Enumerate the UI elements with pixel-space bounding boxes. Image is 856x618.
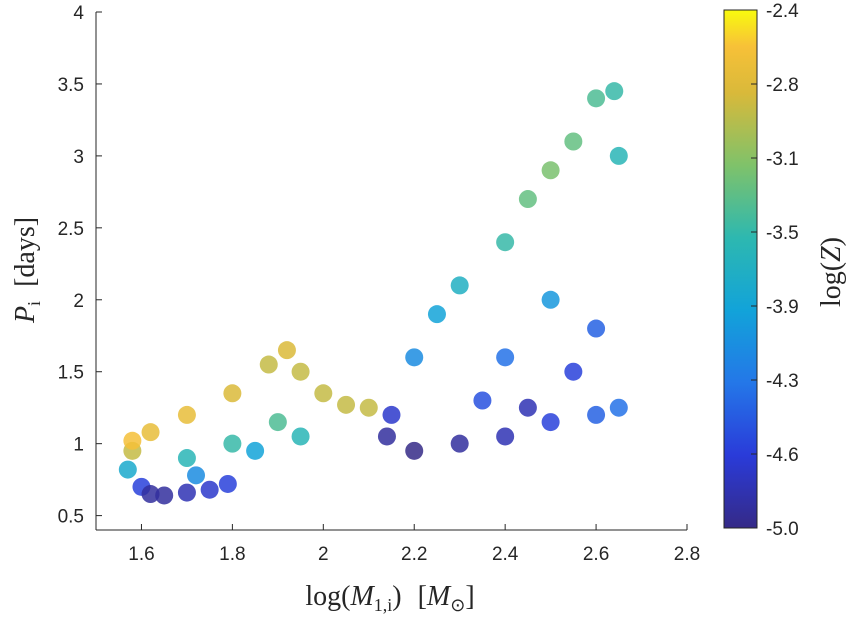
scatter-point xyxy=(246,441,265,460)
colorbar-tick-label: -3.1 xyxy=(766,149,799,170)
y-ticks: 0.5 1 1.5 2 2.5 3 3.5 4 xyxy=(58,3,102,528)
scatter-point xyxy=(187,466,206,485)
scatter-point xyxy=(609,398,628,417)
x-tick-label: 2.8 xyxy=(674,544,700,565)
scatter-point xyxy=(177,449,196,468)
colorbar-tick-label: -4.6 xyxy=(766,445,799,466)
y-tick-label: 3.5 xyxy=(58,75,84,96)
scatter-point xyxy=(541,290,560,309)
scatter-point xyxy=(118,460,137,479)
y-tick-label: 1.5 xyxy=(58,363,84,384)
scatter-point xyxy=(291,362,310,381)
scatter-point xyxy=(587,319,606,338)
scatter-point xyxy=(450,276,469,295)
x-tick-label: 2.2 xyxy=(401,544,427,565)
scatter-point xyxy=(473,391,492,410)
scatter-point xyxy=(605,82,624,101)
svg-text:log(M1,i)[M⊙]: log(M1,i) [M⊙] xyxy=(305,581,474,615)
scatter-point xyxy=(564,362,583,381)
scatter-point xyxy=(155,486,174,505)
x-tick-label: 1.6 xyxy=(128,544,154,565)
scatter-point xyxy=(141,423,160,442)
scatter-point xyxy=(587,89,606,108)
scatter-point xyxy=(405,441,424,460)
scatter-point xyxy=(277,341,296,360)
scatter-point xyxy=(382,405,401,424)
scatter-point xyxy=(609,146,628,165)
svg-text:log(Z): log(Z) xyxy=(816,237,847,307)
scatter-point xyxy=(518,190,537,209)
svg-text:Pi[days]: Pi[days] xyxy=(10,217,44,324)
y-tick-label: 3 xyxy=(73,147,84,168)
scatter-point xyxy=(123,431,142,450)
scatter-point xyxy=(177,483,196,502)
scatter-point xyxy=(141,485,160,504)
x-tick-label: 2.6 xyxy=(583,544,609,565)
scatter-point xyxy=(314,384,333,403)
y-tick-label: 2.5 xyxy=(58,219,84,240)
colorbar-tick-label: -2.8 xyxy=(766,75,799,96)
colorbar-tick-label: -3.5 xyxy=(766,223,799,244)
x-axis-label: log(M1,i) [M⊙] xyxy=(305,581,474,615)
colorbar xyxy=(723,9,758,529)
scatter-point xyxy=(223,384,242,403)
colorbar-ticks: -2.4 -2.8 -3.1 -3.5 -3.9 -4.3 -4.6 -5.0 xyxy=(751,1,799,540)
scatter-point xyxy=(518,398,537,417)
scatter-point xyxy=(450,434,469,453)
x-ticks: 1.6 1.8 2 2.2 2.4 2.6 2.8 xyxy=(128,524,700,565)
scatter-point xyxy=(359,398,378,417)
y-tick-label: 0.5 xyxy=(58,507,84,528)
colorbar-tick-label: -4.3 xyxy=(766,371,799,392)
colorbar-tick-label: -2.4 xyxy=(766,1,799,22)
y-axis-label: Pi[days] xyxy=(10,217,44,324)
scatter-point xyxy=(587,405,606,424)
scatter-point xyxy=(268,413,287,432)
scatter-point xyxy=(541,413,560,432)
y-tick-label: 1 xyxy=(73,435,84,456)
scatter-point xyxy=(405,348,424,367)
scatter-point xyxy=(177,405,196,424)
scatter-point xyxy=(223,434,242,453)
colorbar-tick-label: -3.9 xyxy=(766,297,799,318)
y-tick-label: 2 xyxy=(73,291,84,312)
colorbar-tick-label: -5.0 xyxy=(766,519,799,540)
x-tick-label: 2.4 xyxy=(492,544,519,565)
scatter-points xyxy=(118,82,628,505)
scatter-point xyxy=(541,161,560,180)
scatter-point xyxy=(427,305,446,324)
x-tick-label: 1.8 xyxy=(219,544,245,565)
scatter-point xyxy=(496,427,515,446)
colorbar-label: log(Z) xyxy=(816,237,847,307)
scatter-point xyxy=(337,395,356,414)
scatter-point xyxy=(291,427,310,446)
scatter-point xyxy=(200,480,219,499)
scatter-point xyxy=(496,233,515,252)
scatter-point xyxy=(496,348,515,367)
scatter-point xyxy=(259,355,278,374)
x-tick-label: 2 xyxy=(318,544,329,565)
scatter-point xyxy=(377,427,396,446)
y-tick-label: 4 xyxy=(73,3,84,24)
scatter-point xyxy=(218,474,237,493)
scatter-point xyxy=(564,132,583,151)
